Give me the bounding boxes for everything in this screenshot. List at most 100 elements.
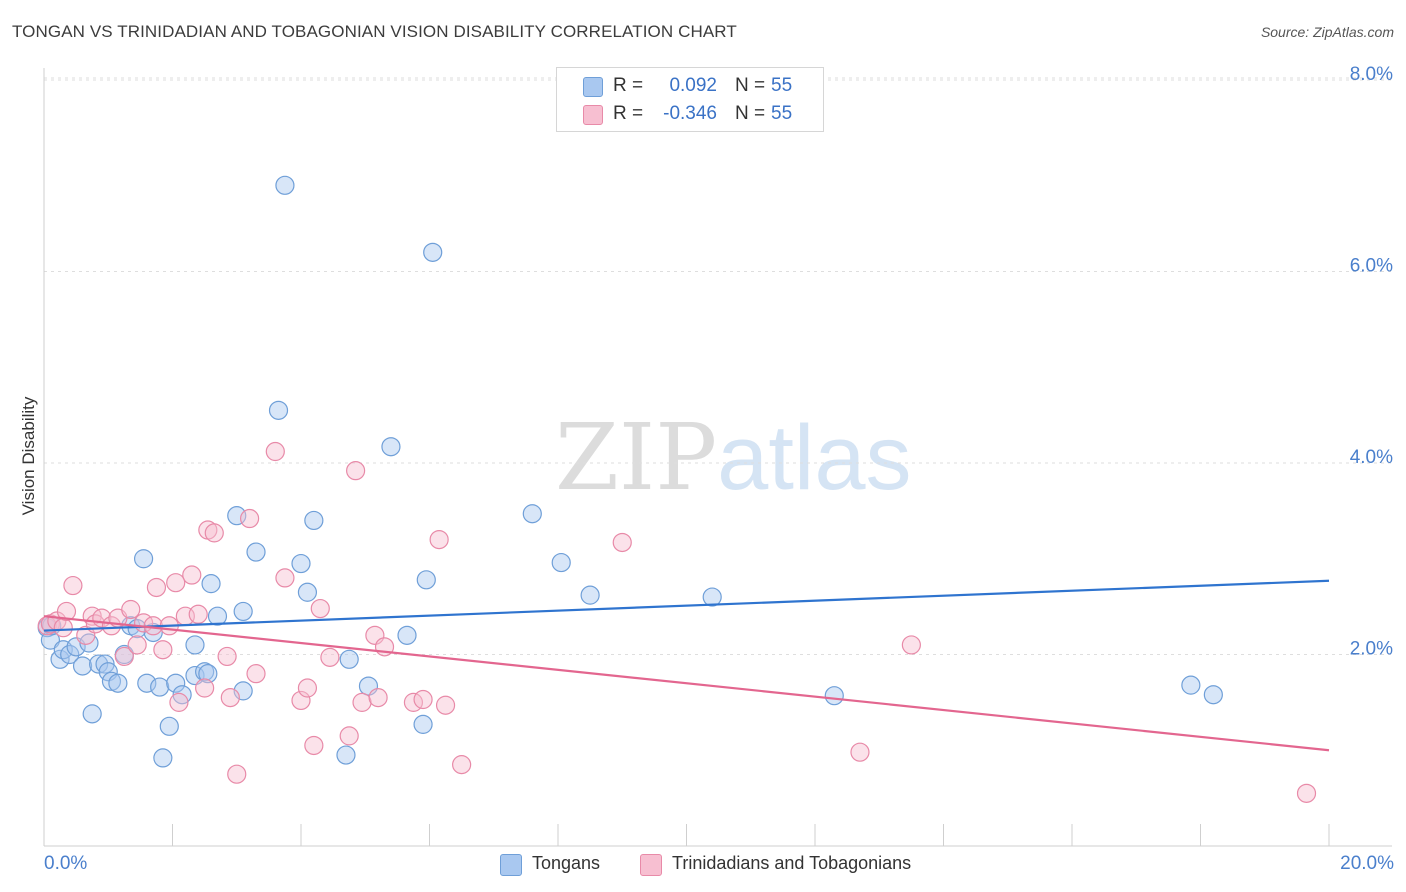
y-tick-label: 4.0%: [1350, 447, 1393, 468]
trend-line-trinidadians: [43, 615, 1330, 752]
data-point: [346, 461, 366, 481]
data-point: [824, 686, 844, 706]
legend-row-tongans: R = 0.092 N = 55: [557, 73, 823, 101]
stats-legend: R = 0.092 N = 55 R = -0.346 N = 55: [556, 67, 824, 132]
data-point: [53, 618, 73, 638]
legend-label-trinidadians: Trinidadians and Tobagonians: [672, 853, 912, 873]
x-tick-label-min: 0.0%: [44, 853, 87, 874]
data-point: [195, 662, 215, 682]
series-trinidadians-points: [37, 441, 1317, 803]
grid-lines: [44, 77, 1392, 655]
data-point: [217, 646, 237, 667]
n-label: N =: [735, 75, 766, 96]
n-label: N =: [735, 103, 766, 124]
data-point: [352, 692, 372, 712]
data-point: [612, 532, 632, 553]
data-point: [101, 616, 122, 636]
axes: [43, 68, 1392, 847]
data-point: [320, 647, 340, 667]
data-point: [63, 575, 83, 596]
data-point: [310, 598, 330, 619]
chart-title: TONGAN VS TRINIDADIAN AND TOBAGONIAN VIS…: [12, 22, 737, 41]
y-tick-label: 2.0%: [1350, 639, 1393, 660]
chart-source: Source: ZipAtlas.com: [1260, 24, 1394, 40]
data-point: [522, 504, 542, 524]
data-point: [153, 748, 173, 768]
data-point: [121, 599, 141, 620]
legend-swatch-tongans: [583, 77, 603, 97]
data-point: [339, 649, 359, 669]
data-point: [89, 654, 109, 674]
data-point: [1296, 783, 1317, 803]
tick-labels: 2.0% 4.0% 6.0% 8.0% 0.0% 20.0% Vision Disabili…: [19, 64, 1394, 874]
data-point: [452, 755, 472, 775]
legend-row-trinidadians: R = -0.346 N = 55: [557, 101, 823, 129]
data-point: [413, 689, 433, 710]
data-point: [368, 687, 388, 708]
x-tick-label-max: 20.0%: [1340, 853, 1394, 874]
data-point: [850, 742, 870, 762]
data-point: [291, 553, 311, 574]
data-point: [56, 601, 77, 622]
data-point: [95, 654, 115, 674]
data-point: [185, 635, 205, 655]
data-point: [275, 568, 295, 588]
data-point: [246, 664, 266, 684]
data-point: [169, 692, 189, 712]
data-point: [150, 677, 170, 697]
data-point: [240, 508, 260, 529]
data-point: [275, 175, 295, 195]
data-point: [435, 695, 456, 715]
data-point: [198, 664, 218, 684]
data-point: [246, 542, 266, 562]
data-point: [166, 573, 186, 593]
data-point: [1181, 675, 1201, 695]
data-point: [195, 678, 215, 698]
data-point: [397, 625, 417, 645]
data-point: [72, 656, 93, 676]
data-point: [901, 635, 921, 655]
data-point: [182, 565, 202, 585]
data-point: [580, 585, 600, 605]
legend-label-tongans: Tongans: [532, 853, 601, 873]
n-value: 55: [771, 75, 793, 96]
n-value: 55: [771, 103, 793, 124]
data-point: [381, 437, 401, 457]
data-point: [159, 716, 179, 736]
data-point: [201, 574, 221, 594]
trend-lines: [43, 579, 1330, 752]
data-point: [336, 745, 356, 765]
data-point: [233, 601, 253, 622]
data-point: [60, 644, 80, 665]
data-point: [227, 764, 247, 784]
data-point: [423, 242, 443, 262]
data-point: [153, 640, 173, 660]
trend-line-tongans: [43, 579, 1330, 632]
data-point: [146, 577, 167, 598]
data-point: [297, 678, 318, 698]
data-point: [413, 714, 433, 734]
legend-swatch-trinidadians: [583, 105, 603, 125]
r-label: R =: [613, 75, 644, 96]
y-tick-label: 8.0%: [1350, 64, 1393, 85]
data-point: [702, 587, 722, 607]
data-point: [204, 523, 224, 543]
r-label: R =: [613, 103, 644, 124]
data-point: [265, 441, 285, 462]
data-point: [268, 400, 289, 420]
data-point: [304, 735, 324, 756]
data-point: [304, 510, 324, 531]
data-point: [291, 690, 311, 711]
data-point: [127, 635, 147, 655]
data-point: [429, 529, 449, 550]
legend-swatch-tongans: [500, 854, 522, 876]
data-point: [551, 552, 571, 573]
data-point: [108, 673, 128, 693]
data-point: [172, 685, 192, 705]
data-point: [114, 646, 134, 667]
data-point: [166, 673, 186, 693]
data-point: [1203, 685, 1223, 705]
legend-swatch-trinidadians: [640, 854, 662, 876]
r-value: -0.346: [663, 103, 717, 124]
